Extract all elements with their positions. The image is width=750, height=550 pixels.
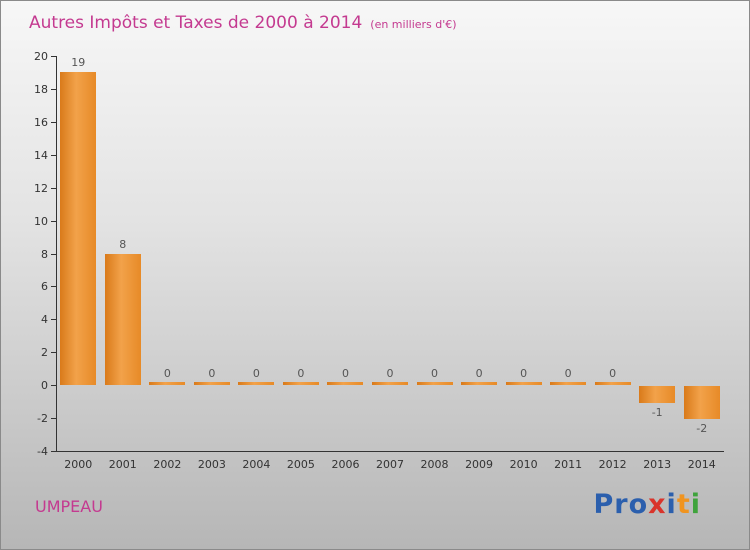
- bar-value-label: 0: [297, 367, 305, 381]
- logo-letter: i: [666, 489, 677, 520]
- bar-value-label: 0: [431, 367, 439, 381]
- y-axis-tick: [51, 319, 56, 321]
- y-axis-tick: [51, 154, 56, 156]
- y-axis-label: 20: [34, 50, 48, 63]
- bar: [461, 382, 498, 386]
- x-axis-label: 2004: [242, 458, 271, 471]
- bar: [505, 382, 542, 386]
- bar: [594, 382, 631, 386]
- x-axis-label: 2002: [153, 458, 182, 471]
- y-axis-tick: [51, 451, 56, 452]
- bar-value-label: 0: [341, 367, 349, 381]
- y-axis-label: 10: [34, 214, 48, 228]
- bar: [238, 382, 275, 386]
- y-axis-label: 2: [41, 346, 48, 360]
- y-axis-label: 8: [41, 247, 48, 261]
- bar: [193, 382, 230, 386]
- x-axis-label: 2001: [108, 458, 137, 471]
- y-axis-label: 12: [34, 181, 48, 195]
- y-axis-label: 14: [34, 148, 48, 162]
- y-axis-label: -2: [37, 412, 48, 426]
- y-axis-tick: [51, 88, 56, 90]
- x-axis: [56, 451, 724, 452]
- bar: [104, 253, 141, 386]
- bar-value-label: 0: [475, 367, 483, 381]
- bar-value-label: -2: [696, 422, 708, 436]
- logo-letter: i: [690, 489, 701, 520]
- x-axis-label: 2013: [643, 458, 672, 471]
- proxiti-logo: Proxiti: [593, 489, 701, 520]
- chart-subtitle: (en milliers d'€): [370, 18, 457, 31]
- bar-value-label: 0: [564, 367, 572, 381]
- logo-letter: t: [676, 489, 691, 520]
- y-axis-label: 16: [34, 115, 48, 129]
- bar: [683, 386, 720, 420]
- y-axis-label: 6: [41, 280, 48, 294]
- y-axis-tick: [51, 352, 56, 354]
- x-axis-label: 2007: [376, 458, 404, 471]
- bar: [372, 382, 408, 386]
- y-axis-tick: [51, 220, 56, 222]
- entity-name: UMPEAU: [35, 497, 103, 516]
- x-axis-label: 2012: [598, 458, 627, 471]
- x-axis-label: 2010: [509, 458, 538, 471]
- bar: [550, 382, 587, 386]
- x-axis-label: 2011: [554, 458, 583, 471]
- x-axis-label: 2000: [64, 458, 93, 471]
- bar: [60, 72, 97, 386]
- y-axis-label: 18: [34, 82, 48, 96]
- logo-letter: o: [628, 489, 649, 520]
- y-axis-tick: [51, 187, 56, 189]
- x-axis-label: 2003: [197, 458, 226, 471]
- x-axis-label: 2014: [687, 458, 716, 471]
- y-axis-tick: [51, 418, 56, 420]
- bar: [416, 382, 453, 386]
- y-axis-tick: [51, 121, 56, 123]
- y-axis-tick: [51, 253, 56, 255]
- bar-value-label: 19: [71, 56, 86, 70]
- bar: [149, 382, 186, 386]
- bar-value-label: -1: [651, 405, 663, 419]
- y-axis: [56, 56, 57, 451]
- bar-value-label: 0: [520, 367, 528, 381]
- bar-value-label: 8: [119, 237, 127, 251]
- bar-value-label: 0: [252, 367, 260, 381]
- x-axis-label: 2005: [286, 458, 315, 471]
- bar: [282, 382, 319, 386]
- chart-title: Autres Impôts et Taxes de 2000 à 2014: [29, 13, 363, 33]
- x-axis-label: 2006: [331, 458, 360, 471]
- chart-title-row: Autres Impôts et Taxes de 2000 à 2014 (e…: [29, 13, 457, 33]
- bar-value-label: 0: [609, 367, 617, 381]
- logo-letter: r: [614, 489, 629, 520]
- logo-letter: P: [593, 489, 615, 520]
- bar: [327, 382, 364, 386]
- bar-value-label: 0: [208, 367, 216, 381]
- logo-letter: x: [648, 489, 667, 520]
- bar-value-label: 0: [386, 367, 394, 381]
- y-axis-tick: [51, 286, 56, 288]
- bar: [639, 386, 676, 403]
- y-axis-label: -4: [37, 445, 48, 458]
- x-axis-label: 2008: [420, 458, 449, 471]
- bar-value-label: 0: [163, 367, 171, 381]
- y-axis-tick: [51, 385, 56, 387]
- y-axis-label: 0: [41, 379, 48, 393]
- x-axis-label: 2009: [465, 458, 494, 471]
- y-axis-label: 4: [41, 313, 48, 327]
- y-axis-tick: [51, 56, 56, 57]
